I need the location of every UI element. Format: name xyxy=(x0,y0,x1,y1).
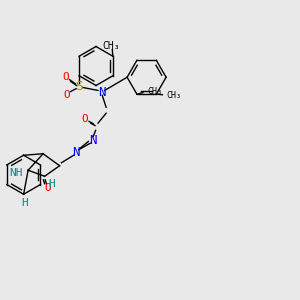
Text: O: O xyxy=(63,90,70,100)
Text: NH: NH xyxy=(9,168,23,178)
Text: S: S xyxy=(75,80,83,93)
Text: O: O xyxy=(44,183,51,193)
Text: N: N xyxy=(89,134,96,147)
Text: CH₃: CH₃ xyxy=(167,91,182,100)
Text: CH₃: CH₃ xyxy=(103,41,120,51)
Text: O: O xyxy=(62,72,69,82)
Text: O: O xyxy=(82,114,88,124)
Text: N: N xyxy=(98,86,105,99)
Text: N: N xyxy=(72,146,80,159)
Text: H: H xyxy=(22,198,28,208)
Text: H: H xyxy=(49,179,56,189)
Text: CH₃: CH₃ xyxy=(147,87,162,96)
